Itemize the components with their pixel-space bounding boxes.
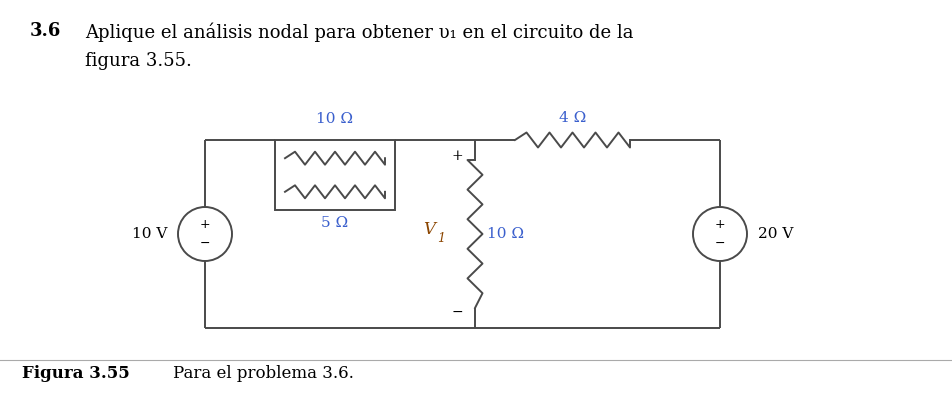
- Text: −: −: [451, 305, 463, 319]
- Text: 5 Ω: 5 Ω: [321, 216, 348, 230]
- Text: +: +: [451, 149, 463, 163]
- Text: 20 V: 20 V: [757, 227, 793, 241]
- Text: Para el problema 3.6.: Para el problema 3.6.: [151, 365, 353, 382]
- Text: Figura 3.55: Figura 3.55: [22, 365, 129, 382]
- Text: +: +: [200, 218, 210, 232]
- Text: V: V: [423, 222, 434, 238]
- Text: 4 Ω: 4 Ω: [558, 111, 585, 125]
- Text: Aplique el análisis nodal para obtener υ₁ en el circuito de la: Aplique el análisis nodal para obtener υ…: [85, 22, 633, 42]
- Text: 10 Ω: 10 Ω: [486, 227, 524, 241]
- Text: −: −: [200, 236, 210, 250]
- Text: 3.6: 3.6: [30, 22, 61, 40]
- Text: +: +: [714, 218, 724, 232]
- Text: −: −: [714, 236, 724, 250]
- Text: 1: 1: [437, 232, 445, 244]
- Bar: [275, 140, 394, 210]
- Text: 10 V: 10 V: [131, 227, 167, 241]
- Text: figura 3.55.: figura 3.55.: [85, 52, 191, 70]
- Text: 10 Ω: 10 Ω: [316, 112, 353, 126]
